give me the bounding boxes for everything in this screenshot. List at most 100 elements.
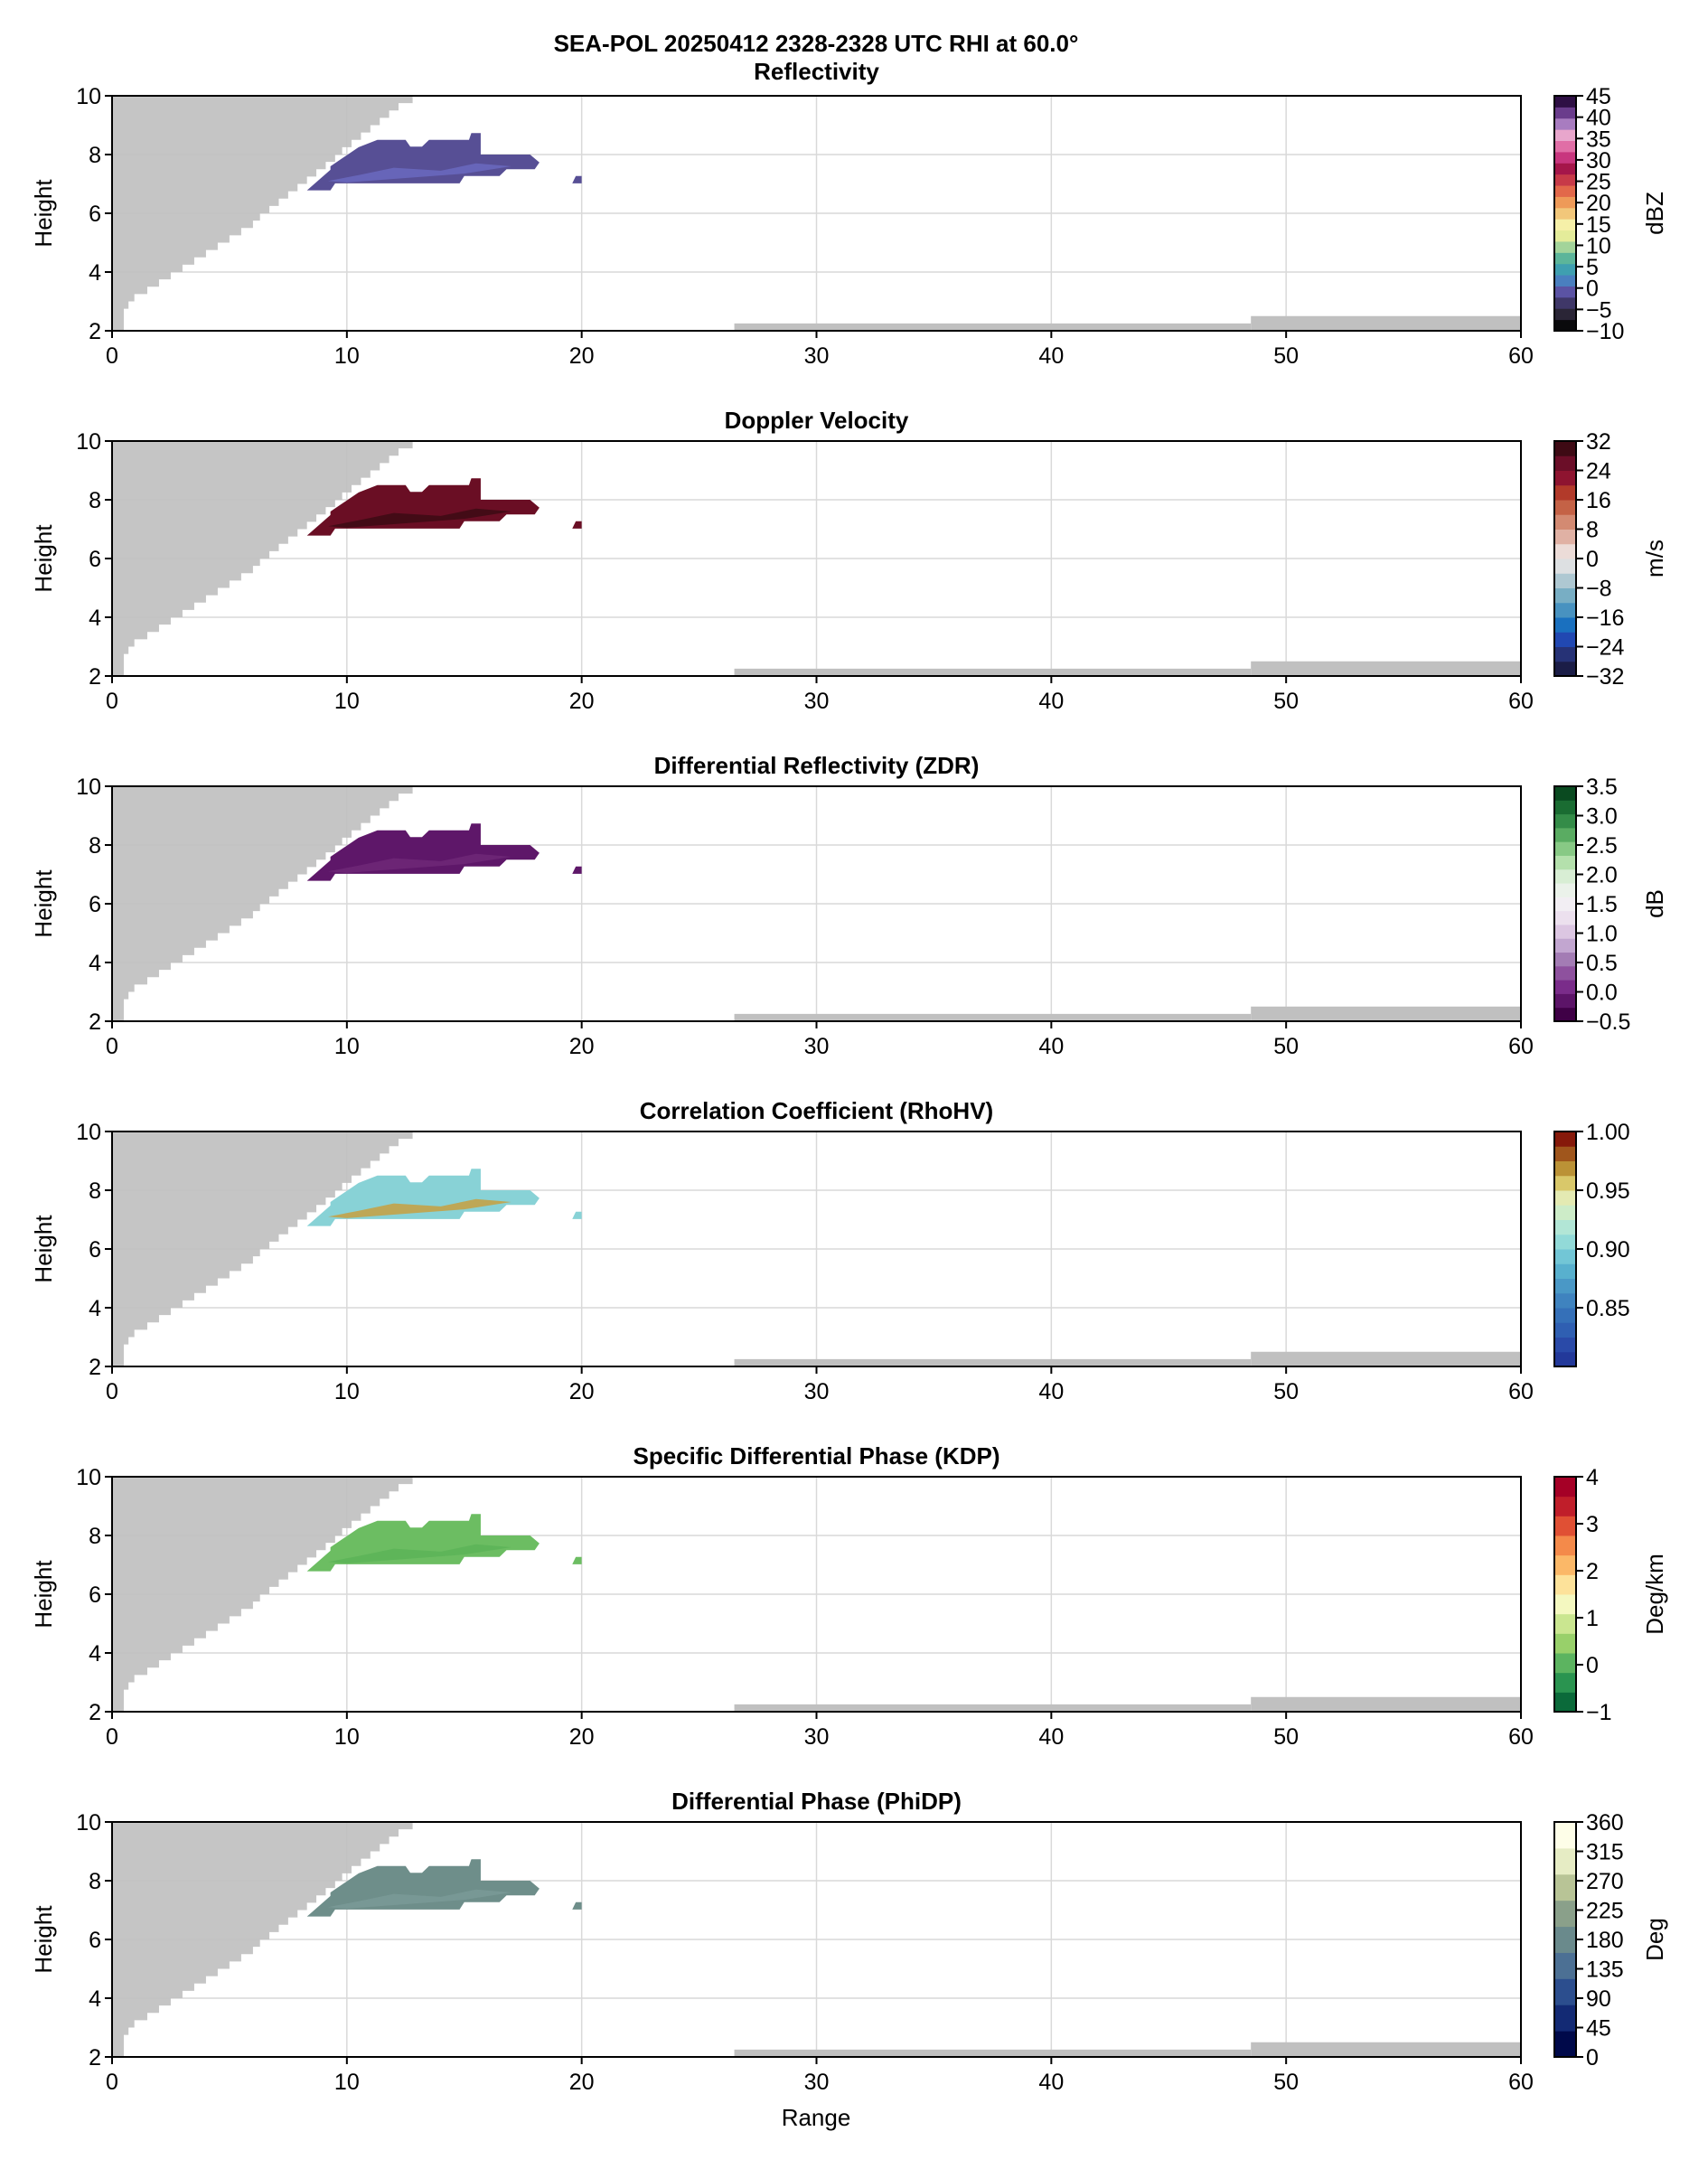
colorbar-tick-label: 5 — [1586, 255, 1599, 280]
colorbar-tick-label: 10 — [1586, 233, 1611, 258]
colorbar-swatch — [1554, 1234, 1576, 1250]
colorbar-tick-label: 0.85 — [1586, 1296, 1630, 1321]
colorbar-swatch — [1554, 1278, 1576, 1294]
colorbar-swatch — [1554, 196, 1576, 209]
blocked-beam-region — [112, 96, 413, 331]
echo-core-region — [328, 1544, 511, 1563]
colorbar-swatch — [1554, 185, 1576, 197]
x-tick-label: 20 — [569, 1379, 595, 1404]
y-tick-label: 4 — [89, 1986, 101, 2012]
colorbar-swatch — [1554, 174, 1576, 186]
blocked-beam-region — [112, 1822, 413, 2057]
echo-core-region — [328, 163, 511, 183]
colorbar-swatch — [1554, 1653, 1576, 1674]
colorbar-swatch — [1554, 980, 1576, 994]
colorbar-swatch — [1554, 1292, 1576, 1309]
colorbar-swatch — [1554, 319, 1576, 332]
colorbar-tick-label: 315 — [1586, 1840, 1624, 1865]
blocked-bottom-band — [734, 1704, 1252, 1712]
colorbar-tick-label: 3.0 — [1586, 804, 1618, 830]
colorbar-tick-label: 20 — [1586, 191, 1611, 216]
y-axis-label: Height — [30, 1560, 57, 1629]
colorbar-swatch — [1554, 1516, 1576, 1536]
colorbar-tick-label: −8 — [1586, 577, 1612, 602]
colorbar-swatch — [1554, 1190, 1576, 1206]
y-tick-label: 2 — [89, 1009, 101, 1035]
colorbar-swatch — [1554, 1007, 1576, 1022]
colorbar-tick-label: 8 — [1586, 518, 1599, 543]
colorbar-swatch — [1554, 219, 1576, 231]
y-tick-label: 10 — [76, 429, 101, 455]
x-tick-label: 30 — [804, 1379, 830, 1404]
colorbar-swatch — [1554, 286, 1576, 298]
colorbar-tick-label: 2 — [1586, 1559, 1599, 1584]
panel-6: Differential Phase (PhiDP)0 10 20 30 40 50 602… — [30, 1788, 1668, 2095]
colorbar-swatch — [1554, 543, 1576, 559]
y-tick-label: 10 — [76, 1120, 101, 1145]
colorbar-swatch — [1554, 1146, 1576, 1161]
x-tick-label: 60 — [1508, 343, 1534, 369]
colorbar-swatch — [1554, 1322, 1576, 1338]
colorbar-swatch — [1554, 869, 1576, 884]
colorbar-swatch — [1554, 140, 1576, 153]
colorbar-tick-label: 135 — [1586, 1958, 1624, 1983]
colorbar-swatch — [1554, 484, 1576, 501]
colorbar: 0 45 90 135 180 225 270 315 360 Deg — [1553, 1810, 1668, 2070]
echo-core-region — [328, 1198, 511, 1218]
echo-small-blob — [572, 1211, 582, 1219]
colorbar-frame — [1553, 1476, 1577, 1713]
colorbar-tick-label: 30 — [1586, 148, 1611, 174]
x-tick-label: 0 — [106, 2070, 118, 2095]
colorbar-swatch — [1554, 1692, 1576, 1713]
echo-small-blob — [572, 175, 582, 183]
colorbar-swatch — [1554, 559, 1576, 574]
colorbar-tick-label: 40 — [1586, 106, 1611, 131]
colorbar-swatch — [1554, 1351, 1576, 1367]
colorbar-swatch — [1554, 163, 1576, 175]
colorbar-tick-label: −16 — [1586, 606, 1624, 631]
colorbar-swatch — [1554, 296, 1576, 309]
x-tick-label: 0 — [106, 1379, 118, 1404]
colorbar-swatch — [1554, 924, 1576, 939]
y-axis-label: Height — [30, 179, 57, 248]
colorbar-tick-label: 45 — [1586, 84, 1611, 109]
x-tick-label: 60 — [1508, 1034, 1534, 1059]
y-tick-label: 8 — [89, 143, 101, 168]
colorbar-tick-label: 1.00 — [1586, 1120, 1630, 1145]
x-tick-label: 60 — [1508, 2070, 1534, 2095]
colorbar-swatch — [1554, 573, 1576, 588]
x-tick-label: 10 — [334, 1034, 360, 1059]
colorbar-swatch — [1554, 455, 1576, 471]
colorbar-swatch — [1554, 470, 1576, 486]
colorbar-swatch — [1554, 1554, 1576, 1575]
colorbar-tick-label: 3.5 — [1586, 775, 1618, 800]
colorbar-swatch — [1554, 1477, 1576, 1498]
y-tick-label: 8 — [89, 833, 101, 859]
colorbar: −32 −24 −16 −8 0 8 16 24 32 m/s — [1553, 429, 1668, 690]
colorbar-swatch — [1554, 117, 1576, 130]
colorbar-tick-label: 1 — [1586, 1606, 1599, 1631]
colorbar-swatch — [1554, 1613, 1576, 1634]
colorbar-swatch — [1554, 1249, 1576, 1264]
x-tick-label: 10 — [334, 2070, 360, 2095]
y-tick-label: 4 — [89, 260, 101, 286]
x-tick-label: 40 — [1038, 689, 1064, 714]
colorbar-swatch — [1554, 263, 1576, 276]
x-tick-label: 30 — [804, 1034, 830, 1059]
echo-small-blob — [572, 521, 582, 529]
colorbar-label: Deg — [1641, 1918, 1668, 1961]
colorbar-tick-label: 180 — [1586, 1928, 1624, 1953]
x-tick-label: 20 — [569, 689, 595, 714]
colorbar-swatch — [1554, 1131, 1576, 1147]
x-tick-label: 20 — [569, 343, 595, 369]
y-tick-label: 8 — [89, 1178, 101, 1204]
blocked-bottom-band — [1251, 661, 1521, 676]
colorbar-tick-label: 0.5 — [1586, 951, 1618, 976]
colorbar-swatch — [1554, 1263, 1576, 1279]
x-tick-label: 50 — [1273, 343, 1299, 369]
colorbar-label: dBZ — [1641, 192, 1668, 235]
y-tick-label: 6 — [89, 892, 101, 917]
colorbar-swatch — [1554, 1952, 1576, 1979]
colorbar-swatch — [1554, 1496, 1576, 1516]
